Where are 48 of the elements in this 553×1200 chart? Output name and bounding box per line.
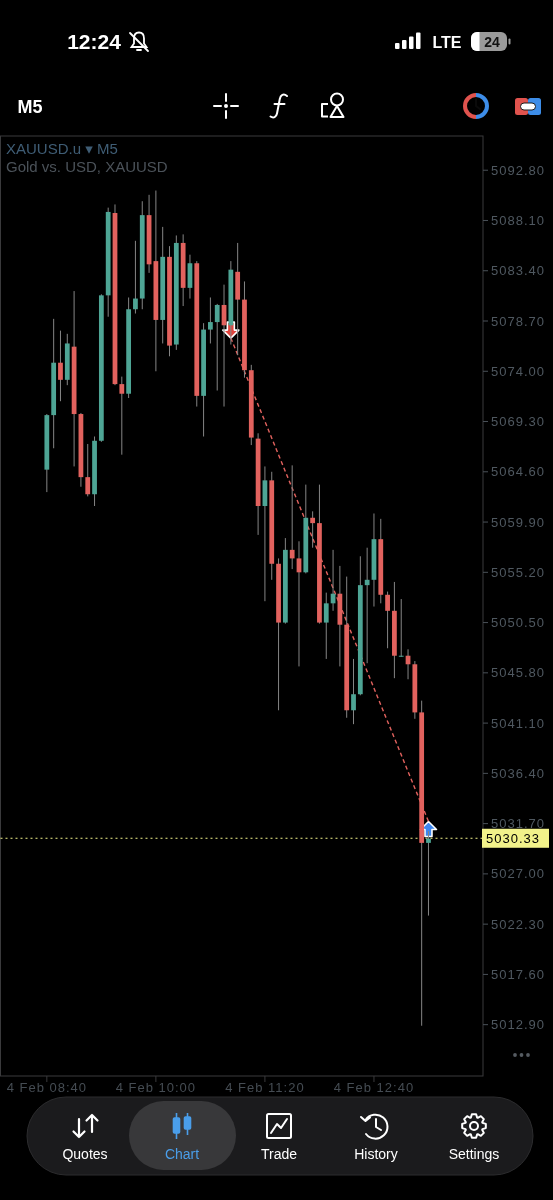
y-tick-label: 5031.70 [491, 816, 545, 832]
text: 12:24 [67, 30, 122, 53]
x-tick-label: 4 Feb 10:00 [115, 1080, 197, 1095]
candlestick [208, 296, 213, 344]
y-tick-label: 5092.80 [491, 162, 545, 178]
candlestick [214, 303, 220, 392]
candlestick [385, 591, 390, 649]
candlestick [289, 464, 295, 570]
y-tick-label: 5012.90 [491, 1017, 545, 1033]
y-tick-label: 5050.50 [491, 615, 545, 631]
y-tick-label: 5078.70 [491, 313, 545, 329]
y-tick-label: 5041.10 [491, 715, 545, 731]
y-tick-label: 5027.00 [491, 866, 545, 882]
candlestick [351, 658, 356, 725]
chart-title: XAUUSD.u ▾ M5 [6, 140, 118, 157]
text: Chart [164, 1146, 200, 1162]
candlestick [133, 240, 138, 315]
y-tick-label: 5045.80 [491, 665, 545, 681]
candlestick [310, 510, 316, 549]
text: Gold vs. USD, XAUUSD [6, 158, 168, 175]
candlestick [119, 376, 125, 456]
text: Quotes [62, 1146, 108, 1162]
y-tick-label: 5055.20 [491, 564, 545, 580]
text: Trade [260, 1146, 298, 1162]
candlestick [323, 592, 329, 660]
y-tick-label: 5022.30 [491, 916, 545, 932]
text: 24 [484, 34, 500, 50]
x-tick-label: 4 Feb 08:40 [6, 1080, 88, 1095]
text: LTE [432, 34, 462, 51]
y-tick-label: 5064.60 [491, 464, 545, 480]
text: Settings [448, 1146, 500, 1162]
y-tick-label: 5074.00 [491, 363, 545, 379]
y-tick-label: 5083.40 [491, 263, 545, 279]
x-tick-label: 4 Feb 12:40 [333, 1080, 415, 1095]
y-tick-label: 5059.90 [491, 514, 545, 530]
y-tick-label: 5069.30 [491, 414, 545, 430]
candlestick [364, 547, 370, 664]
ref-line-label: 5030.33 [486, 830, 540, 846]
y-tick-label: 5036.40 [491, 765, 545, 781]
text: History [354, 1146, 398, 1162]
y-tick-label: 5088.10 [491, 213, 545, 229]
text: M5 [17, 97, 43, 117]
y-tick-label: 5017.60 [491, 966, 545, 982]
candlestick [58, 330, 63, 402]
candlestick [398, 598, 404, 658]
candlestick [85, 443, 91, 497]
x-tick-label: 4 Feb 11:20 [225, 1080, 305, 1095]
candlestick [426, 830, 431, 917]
